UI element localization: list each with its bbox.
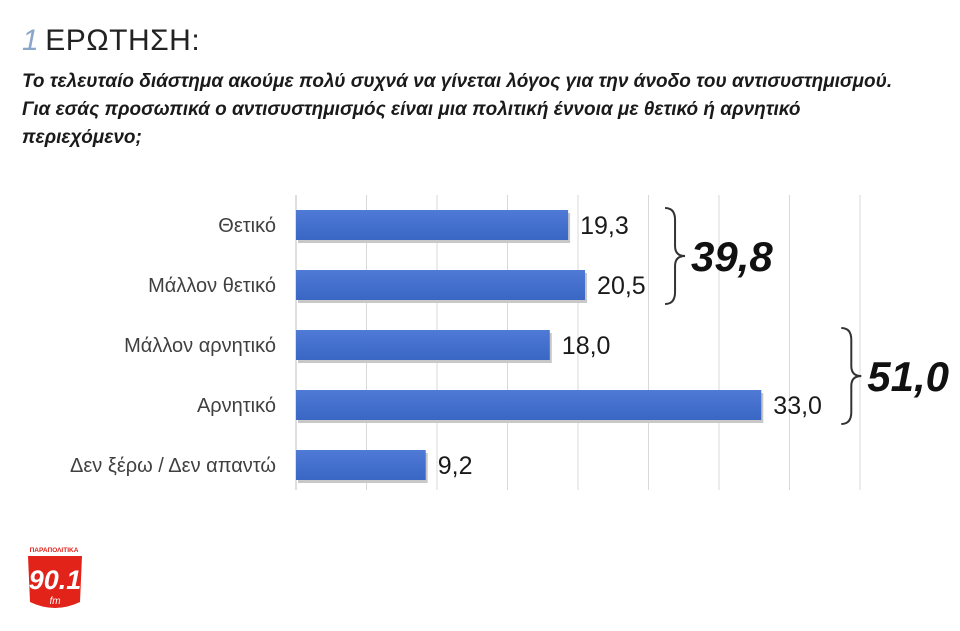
logo-top-band bbox=[24, 545, 84, 554]
bar bbox=[296, 450, 426, 480]
value-label: 9,2 bbox=[438, 452, 473, 480]
group-total-label: 51,0 bbox=[867, 353, 949, 400]
group-total-label: 39,8 bbox=[691, 233, 773, 280]
category-label: Μάλλον αρνητικό bbox=[124, 335, 276, 357]
logo-sub-text: fm bbox=[49, 596, 60, 607]
category-label: Δεν ξέρω / Δεν απαντώ bbox=[70, 455, 276, 477]
logo-shield bbox=[28, 556, 82, 608]
logo-main-text: 90.1 bbox=[29, 565, 82, 595]
question-number: 1 bbox=[22, 24, 40, 57]
category-label: Θετικό bbox=[218, 215, 276, 237]
value-label: 18,0 bbox=[562, 332, 611, 360]
bar bbox=[296, 330, 550, 360]
value-label: 20,5 bbox=[597, 272, 646, 300]
question-text: Το τελευταίο διάστημα ακούμε πολύ συχνά … bbox=[22, 71, 893, 148]
question-header: 1 ΕΡΩΤΗΣΗ: bbox=[22, 24, 200, 58]
question-label: ΕΡΩΤΗΣΗ: bbox=[45, 24, 201, 57]
group-brace bbox=[664, 207, 686, 305]
value-label: 33,0 bbox=[773, 392, 822, 420]
logo-top-text: ΠΑΡΑΠΟΛΙΤΙΚΑ bbox=[30, 547, 79, 554]
category-label: Αρνητικό bbox=[197, 395, 276, 417]
radio-logo: ΠΑΡΑΠΟΛΙΤΙΚΑ 90.1 fm bbox=[24, 545, 84, 608]
bar bbox=[296, 210, 569, 240]
bar bbox=[296, 390, 762, 420]
group-brace bbox=[841, 327, 862, 425]
question-title: 1 ΕΡΩΤΗΣΗ: bbox=[22, 24, 200, 58]
category-label: Μάλλον θετικό bbox=[148, 275, 276, 297]
value-label: 19,3 bbox=[580, 212, 629, 240]
bar bbox=[296, 270, 586, 300]
